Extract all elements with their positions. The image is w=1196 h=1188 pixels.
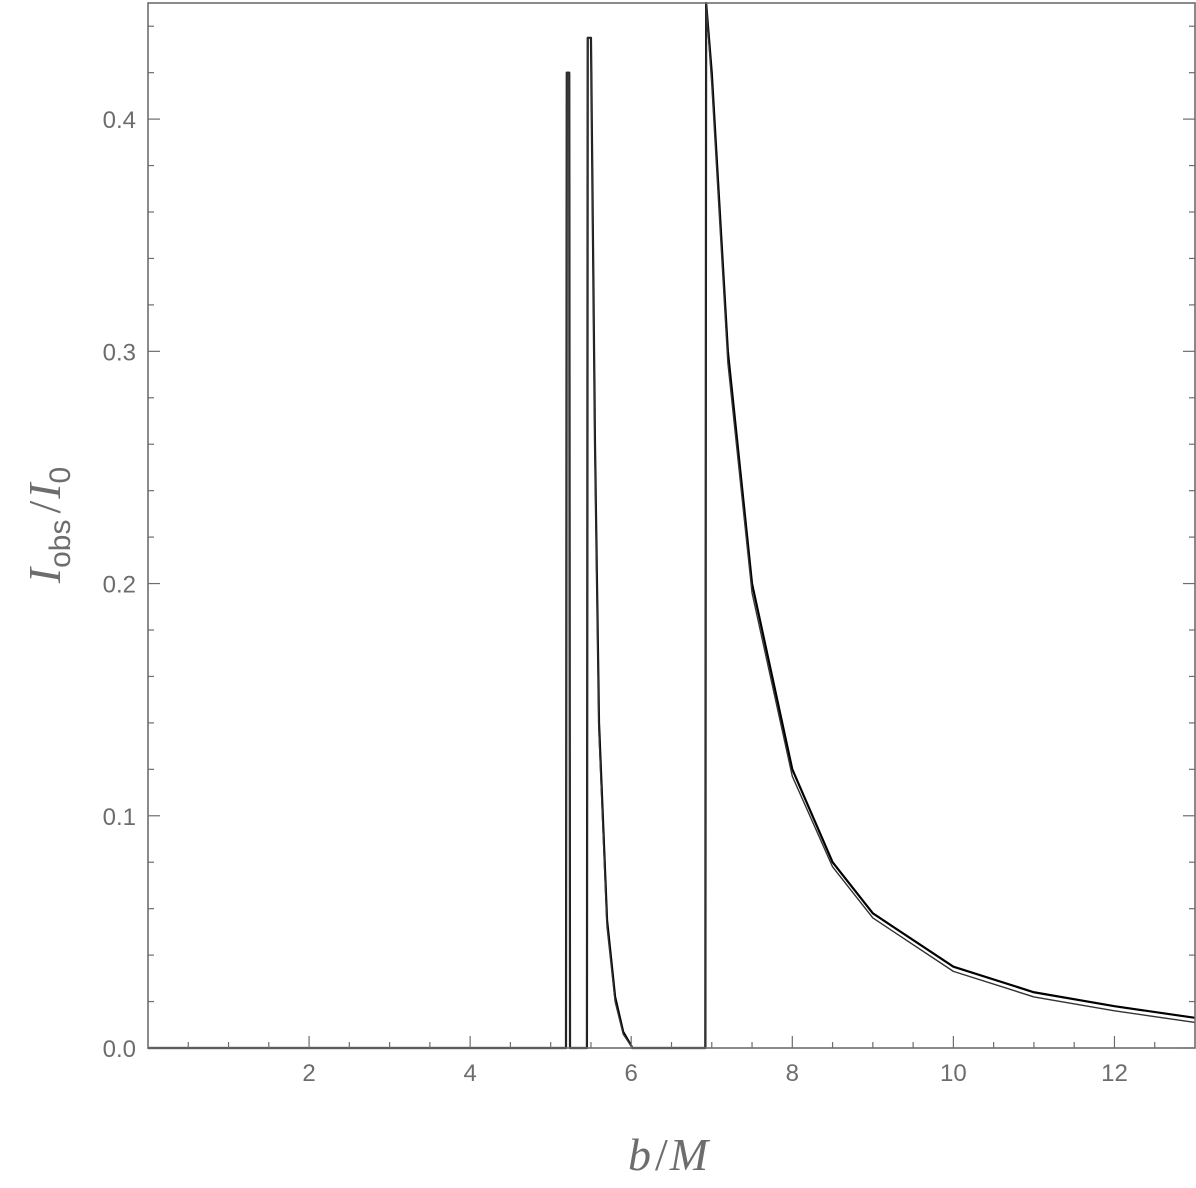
y-tick-label: 0.2 <box>103 572 136 599</box>
series-layer <box>148 1 1196 1050</box>
x-tick-label: 4 <box>463 1060 476 1087</box>
y-axis-label: Iobs/I0 <box>19 467 77 585</box>
series-line-1 <box>148 1 1196 1050</box>
y-axis: 0.0 0.1 0.2 0.3 0.4 <box>103 25 1195 1063</box>
y-tick-label: 0.0 <box>103 1036 136 1063</box>
y-tick-label: 0.3 <box>103 339 136 366</box>
plot-frame <box>147 2 1196 1049</box>
svg-text:Iobs/I0: Iobs/I0 <box>19 467 77 585</box>
y-tick-label: 0.1 <box>103 804 136 831</box>
y-tick-label: 0.4 <box>103 107 136 134</box>
x-tick-label: 10 <box>940 1060 967 1087</box>
x-tick-label: 12 <box>1101 1060 1128 1087</box>
x-tick-label: 2 <box>302 1060 315 1087</box>
x-axis-label: b/M <box>628 1129 711 1180</box>
x-axis: 2 4 6 8 10 12 <box>187 1036 1156 1087</box>
x-tick-label: 8 <box>786 1060 799 1087</box>
series-line-2 <box>148 2 1196 1049</box>
x-tick-label: 6 <box>625 1060 638 1087</box>
